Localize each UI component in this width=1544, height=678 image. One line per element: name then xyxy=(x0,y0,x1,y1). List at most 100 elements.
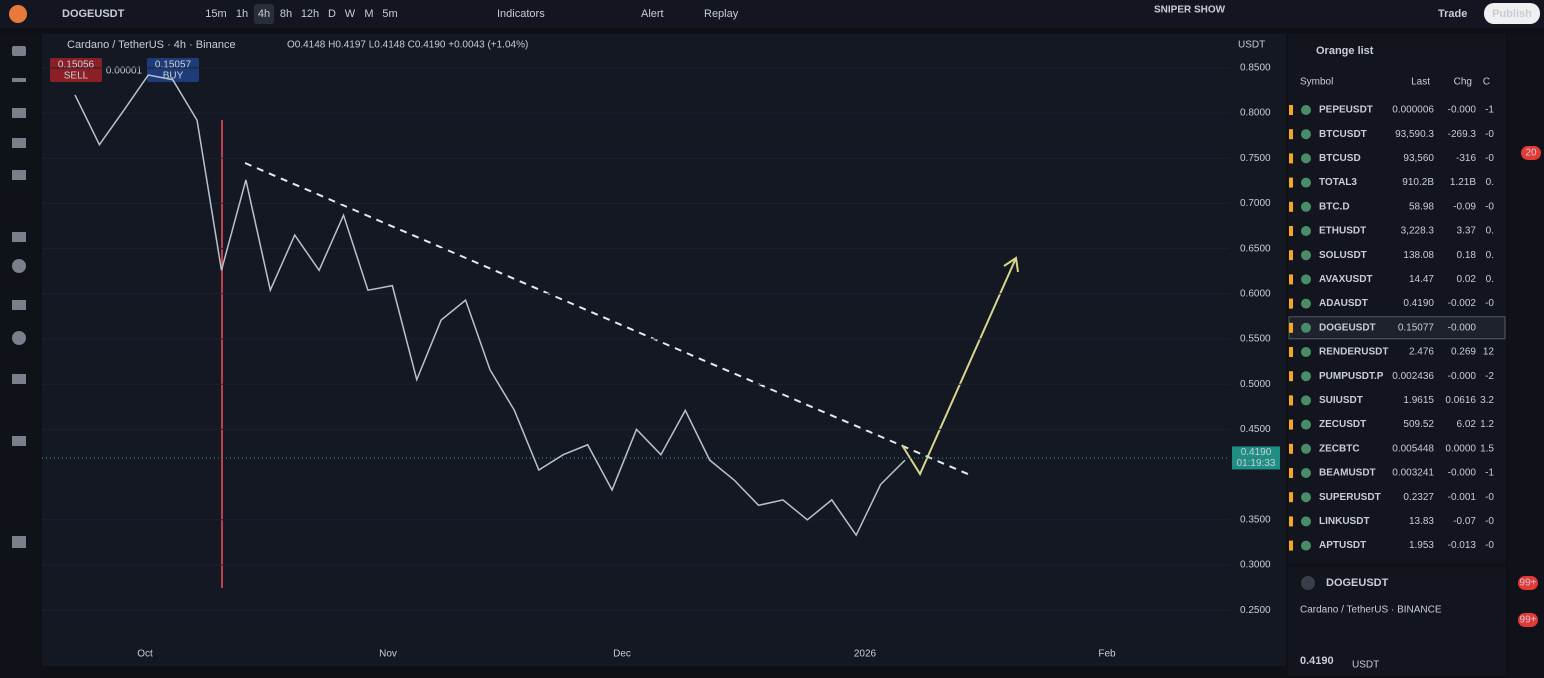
row-symbol[interactable]: DOGEUSDT xyxy=(1319,322,1376,333)
row-symbol[interactable]: SUIUSDT xyxy=(1319,395,1363,406)
timeframe-button[interactable]: 5m xyxy=(382,8,397,20)
row-cell: 6.02 xyxy=(1457,419,1477,430)
tool-icon[interactable] xyxy=(12,232,26,242)
timeframe-button[interactable]: 15m xyxy=(205,8,226,20)
row-symbol[interactable]: LINKUSDT xyxy=(1319,516,1370,527)
flag xyxy=(1289,468,1293,478)
timeframe-button[interactable]: W xyxy=(345,8,356,20)
replay-button[interactable]: Replay xyxy=(704,8,739,20)
badge xyxy=(1518,576,1538,590)
tool-icon[interactable] xyxy=(12,259,26,273)
row-symbol[interactable]: TOTAL3 xyxy=(1319,177,1357,188)
layout-name[interactable]: SNIPER SHOW xyxy=(1154,5,1226,16)
row-symbol[interactable]: BTCUSDT xyxy=(1319,129,1367,140)
row-symbol[interactable]: PEPEUSDT xyxy=(1319,105,1373,116)
y-tick-label: 0.7000 xyxy=(1240,198,1271,209)
row-symbol[interactable]: ZECUSDT xyxy=(1319,419,1366,430)
avatar[interactable] xyxy=(9,5,27,23)
sell-box[interactable] xyxy=(50,58,102,82)
row-symbol[interactable]: BTCUSD xyxy=(1319,153,1361,164)
row-cell: 0. xyxy=(1486,250,1494,261)
row-cell: -0 xyxy=(1485,540,1494,551)
badge xyxy=(1518,613,1538,627)
publish-button[interactable] xyxy=(1484,3,1540,24)
row-cell: 0.2327 xyxy=(1403,492,1434,503)
symbol-logo xyxy=(1301,226,1311,236)
y-tick-label: 0.5500 xyxy=(1240,334,1271,345)
timeframe-button[interactable]: 12h xyxy=(301,8,319,20)
row-cell: -0.000 xyxy=(1448,468,1477,479)
row-symbol[interactable]: ETHUSDT xyxy=(1319,226,1366,237)
trade-button[interactable]: Trade xyxy=(1438,8,1467,20)
currency-select[interactable]: USDT xyxy=(1238,40,1265,51)
buy-box[interactable] xyxy=(147,58,199,82)
flag xyxy=(1289,516,1293,527)
symbol-search[interactable]: DOGEUSDT xyxy=(62,8,125,20)
badge-count: 99+ xyxy=(1520,615,1537,626)
row-cell: 509.52 xyxy=(1403,419,1434,430)
watchlist-title[interactable]: Orange list xyxy=(1316,45,1374,57)
tool-icon[interactable] xyxy=(12,300,26,310)
trend-line xyxy=(244,162,971,476)
details-currency: USDT xyxy=(1352,660,1379,671)
row-cell: 0.000006 xyxy=(1392,105,1434,116)
timeframe-button[interactable]: D xyxy=(328,8,336,20)
tool-icon[interactable] xyxy=(12,331,26,345)
symbol-logo xyxy=(1301,395,1311,406)
flag xyxy=(1289,201,1293,212)
tool-icon[interactable] xyxy=(12,170,26,180)
ohlc-values: O0.4148 H0.4197 L0.4148 C0.4190 +0.0043 … xyxy=(287,40,528,51)
tool-icon[interactable] xyxy=(12,374,26,384)
tool-icon[interactable] xyxy=(12,436,26,446)
flag xyxy=(1289,177,1293,188)
row-cell: -0.000 xyxy=(1448,371,1477,382)
last-price-label: 0.4190 xyxy=(1241,447,1272,458)
row-symbol[interactable]: BTC.D xyxy=(1319,201,1350,212)
timeframe-button[interactable]: 8h xyxy=(280,8,292,20)
row-symbol[interactable]: PUMPUSDT.P xyxy=(1319,371,1384,382)
flag xyxy=(1289,274,1293,285)
row-symbol[interactable]: ADAUSDT xyxy=(1319,298,1368,309)
row-cell: 58.98 xyxy=(1409,201,1434,212)
tool-icon[interactable] xyxy=(12,108,26,118)
symbol-logo xyxy=(1301,516,1311,527)
row-cell: 138.08 xyxy=(1403,250,1434,261)
symbol-logo xyxy=(1301,540,1311,551)
flag xyxy=(1289,129,1293,140)
row-symbol[interactable]: APTUSDT xyxy=(1319,540,1366,551)
row-symbol[interactable]: AVAXUSDT xyxy=(1319,274,1373,285)
tool-icon[interactable] xyxy=(12,138,26,148)
row-cell: 0.4190 xyxy=(1403,298,1434,309)
row-cell: 1.9615 xyxy=(1403,395,1434,406)
x-tick-label: 2026 xyxy=(854,649,877,660)
tool-icon[interactable] xyxy=(12,46,26,56)
tool-icon[interactable] xyxy=(12,78,26,82)
flag xyxy=(1289,371,1293,382)
row-cell: -0.09 xyxy=(1453,201,1476,212)
timeframe-button[interactable]: 1h xyxy=(236,8,248,20)
tool-icon[interactable] xyxy=(12,536,26,548)
flag xyxy=(1289,226,1293,236)
row-cell: -0 xyxy=(1485,129,1494,140)
symbol-logo xyxy=(1301,274,1311,285)
alert-button[interactable]: Alert xyxy=(641,8,664,20)
timeframe-button[interactable]: M xyxy=(364,8,373,20)
row-symbol[interactable]: BEAMUSDT xyxy=(1319,468,1376,479)
tool-icons xyxy=(12,46,26,548)
y-tick-label: 0.6000 xyxy=(1240,288,1271,299)
row-cell: 93,590.3 xyxy=(1395,129,1434,140)
row-cell: 1.2 xyxy=(1480,419,1494,430)
row-symbol[interactable]: ZECBTC xyxy=(1319,443,1360,454)
row-symbol[interactable]: SUPERUSDT xyxy=(1319,492,1381,503)
timeframe-button[interactable]: 4h xyxy=(258,8,270,20)
symbol-logo xyxy=(1301,129,1311,140)
y-tick-label: 0.3000 xyxy=(1240,560,1271,571)
flag xyxy=(1289,250,1293,261)
arrow-head xyxy=(1003,256,1019,273)
row-symbol[interactable]: SOLUSDT xyxy=(1319,250,1367,261)
indicators-button[interactable]: Indicators xyxy=(497,8,545,20)
row-cell: 0.02 xyxy=(1457,274,1477,285)
publish-label[interactable]: Publish xyxy=(1492,8,1532,20)
symbol-logo xyxy=(1301,347,1311,357)
row-symbol[interactable]: RENDERUSDT xyxy=(1319,347,1388,358)
